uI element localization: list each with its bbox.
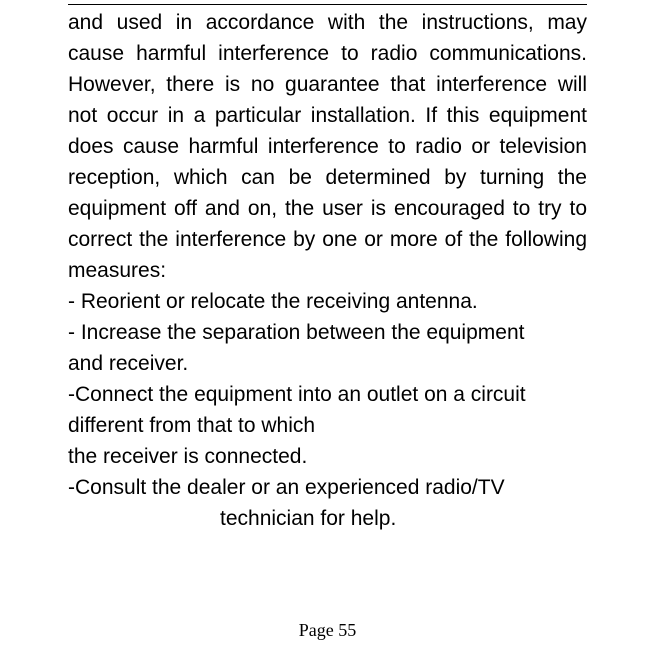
- top-rule: [68, 4, 587, 5]
- bullet-1: - Reorient or relocate the receiving ant…: [68, 286, 587, 317]
- bullet-4-line-1: -Consult the dealer or an experienced ra…: [68, 472, 587, 503]
- intro-paragraph: and used in accordance with the instruct…: [68, 7, 587, 286]
- bullet-4-line-2: technician for help.: [68, 503, 587, 534]
- bullet-2-line-1: - Increase the separation between the eq…: [68, 317, 587, 348]
- bullet-3-line-3: the receiver is connected.: [68, 441, 587, 472]
- bullet-3-line-2: different from that to which: [68, 410, 587, 441]
- bullet-2-line-2: and receiver.: [68, 348, 587, 379]
- page-number: Page 55: [0, 620, 655, 641]
- document-page: and used in accordance with the instruct…: [0, 4, 655, 653]
- bullet-3-line-1: -Connect the equipment into an outlet on…: [68, 379, 587, 410]
